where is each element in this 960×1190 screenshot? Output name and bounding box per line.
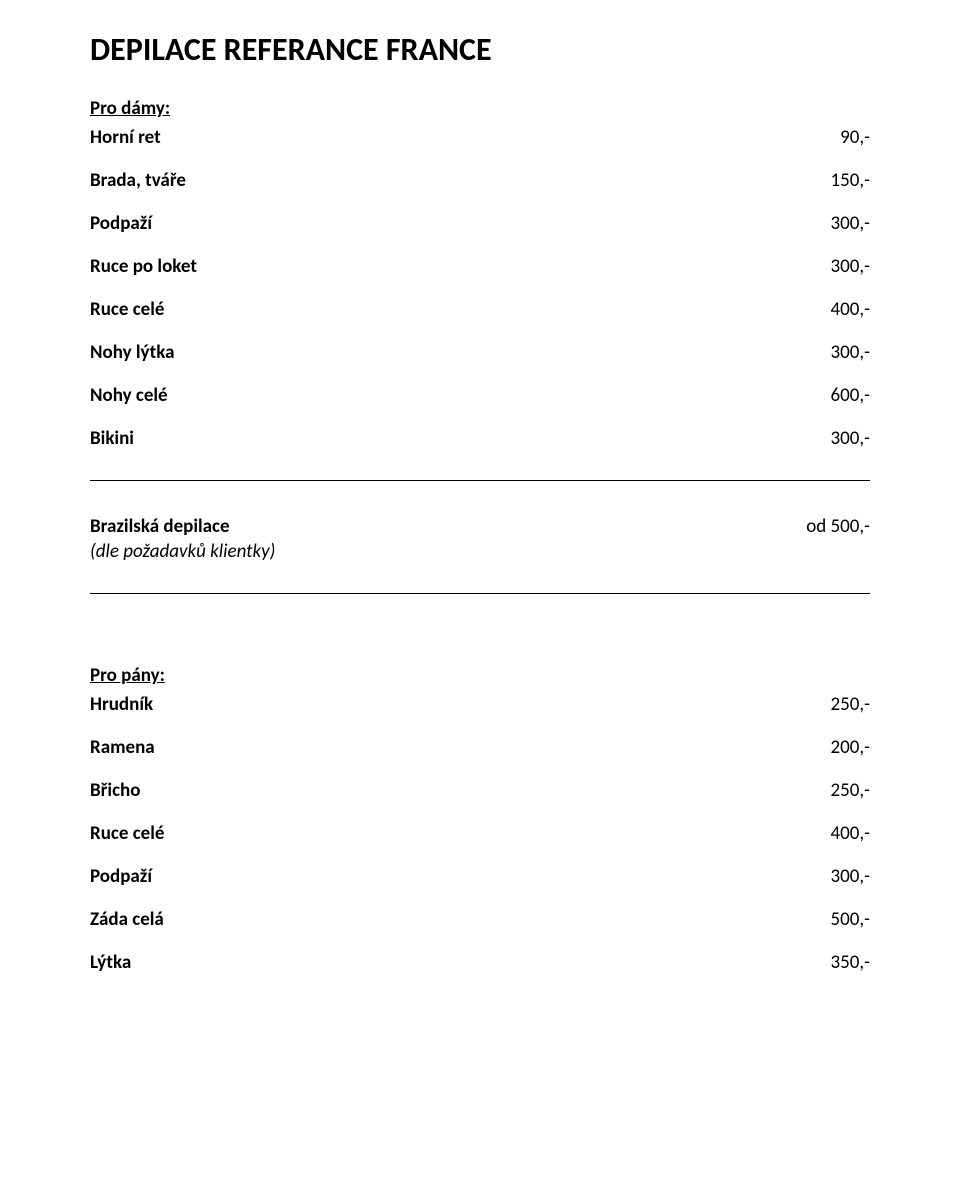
price-label: Podpaží xyxy=(90,865,152,888)
brazil-note: (dle požadavků klientky) xyxy=(90,540,870,563)
price-value: 400,- xyxy=(831,822,870,845)
price-row: Podpaží 300,- xyxy=(90,212,870,235)
spacer xyxy=(90,628,870,664)
price-value: 500,- xyxy=(831,908,870,931)
price-label: Podpaží xyxy=(90,212,152,235)
divider xyxy=(90,480,870,481)
price-value: 300,- xyxy=(831,212,870,235)
price-label: Brada, tváře xyxy=(90,169,186,192)
price-row: Nohy lýtka 300,- xyxy=(90,341,870,364)
price-value: 300,- xyxy=(831,427,870,450)
price-value: 200,- xyxy=(831,736,870,759)
price-value: od 500,- xyxy=(806,515,870,538)
price-row: Záda celá 500,- xyxy=(90,908,870,931)
price-row: Horní ret 90,- xyxy=(90,126,870,149)
price-value: 600,- xyxy=(831,384,870,407)
price-label: Ramena xyxy=(90,736,155,759)
section-heading-damy: Pro dámy: xyxy=(90,97,870,120)
price-label: Horní ret xyxy=(90,126,161,149)
price-row: Nohy celé 600,- xyxy=(90,384,870,407)
price-row: Ruce celé 400,- xyxy=(90,298,870,321)
price-label: Ruce po loket xyxy=(90,255,197,278)
price-label: Nohy celé xyxy=(90,384,168,407)
price-value: 90,- xyxy=(840,126,870,149)
price-row: Hrudník 250,- xyxy=(90,693,870,716)
price-row: Lýtka 350,- xyxy=(90,951,870,974)
section-heading-pany: Pro pány: xyxy=(90,664,870,687)
page: DEPILACE REFERANCE FRANCE Pro dámy: Horn… xyxy=(0,0,960,1034)
price-row: Brada, tváře 150,- xyxy=(90,169,870,192)
price-row: Ruce celé 400,- xyxy=(90,822,870,845)
price-value: 150,- xyxy=(831,169,870,192)
price-label: Brazilská depilace xyxy=(90,515,230,538)
price-value: 350,- xyxy=(831,951,870,974)
price-label: Záda celá xyxy=(90,908,164,931)
price-label: Nohy lýtka xyxy=(90,341,175,364)
price-label: Ruce celé xyxy=(90,822,164,845)
price-row: Ruce po loket 300,- xyxy=(90,255,870,278)
price-label: Lýtka xyxy=(90,951,131,974)
price-value: 250,- xyxy=(831,779,870,802)
price-label: Bikini xyxy=(90,427,134,450)
price-row: Podpaží 300,- xyxy=(90,865,870,888)
price-value: 300,- xyxy=(831,865,870,888)
price-row: Ramena 200,- xyxy=(90,736,870,759)
price-value: 250,- xyxy=(831,693,870,716)
price-row: Břicho 250,- xyxy=(90,779,870,802)
price-row: Bikini 300,- xyxy=(90,427,870,450)
price-value: 300,- xyxy=(831,255,870,278)
price-label: Břicho xyxy=(90,779,140,802)
price-value: 300,- xyxy=(831,341,870,364)
price-row-brazil: Brazilská depilace od 500,- xyxy=(90,515,870,538)
divider xyxy=(90,593,870,594)
price-value: 400,- xyxy=(831,298,870,321)
price-label: Ruce celé xyxy=(90,298,164,321)
page-title: DEPILACE REFERANCE FRANCE xyxy=(90,30,870,69)
price-label: Hrudník xyxy=(90,693,153,716)
